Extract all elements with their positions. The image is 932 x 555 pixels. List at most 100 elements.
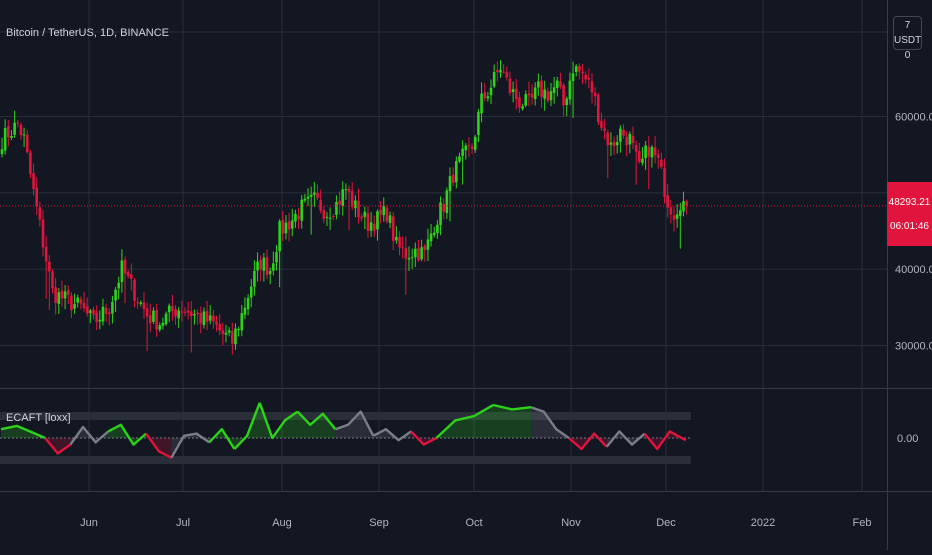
candle-body <box>638 151 641 162</box>
candle-body <box>29 152 32 175</box>
candle-body <box>205 311 209 322</box>
ecaft-line <box>492 403 532 411</box>
candle-body <box>152 310 155 322</box>
candle-body <box>76 297 80 303</box>
ecaft-line <box>605 430 646 448</box>
candle-body <box>429 233 433 242</box>
candle-body <box>155 310 158 330</box>
candle-body <box>161 322 165 326</box>
x-tick-label[interactable]: Sep <box>369 517 389 529</box>
candle-body <box>221 329 225 334</box>
candle-body <box>344 189 348 191</box>
candle-body <box>663 167 666 197</box>
candle-body <box>357 200 360 218</box>
ecaft-line <box>335 410 375 437</box>
x-tick-label[interactable]: Feb <box>853 517 872 529</box>
candle-body <box>164 313 168 325</box>
candle-body <box>672 215 676 220</box>
y-tick-label: 60000.00 <box>895 112 932 124</box>
candle-body <box>382 206 386 216</box>
candle-body <box>527 93 531 96</box>
candle-body <box>477 111 480 135</box>
candle-body <box>224 332 228 335</box>
candle-body <box>171 305 174 311</box>
candle-body <box>559 81 562 87</box>
candle-body <box>7 126 10 138</box>
candle-body <box>183 311 187 313</box>
candle-body <box>303 198 307 201</box>
candle-body <box>347 188 351 192</box>
candle-body <box>619 128 622 142</box>
candle-body <box>287 221 291 230</box>
candle-body <box>666 195 670 208</box>
candle-body <box>432 232 436 236</box>
candle-body <box>117 282 121 289</box>
candle-body <box>442 204 445 212</box>
candle-body <box>647 146 651 157</box>
currency-unit-button[interactable]: 7 USDT 0 <box>893 16 922 61</box>
candle-body <box>319 199 322 211</box>
candle-body <box>22 134 26 136</box>
ecaft-area <box>493 405 532 438</box>
candle-body <box>537 81 540 88</box>
x-tick-label[interactable]: 2022 <box>751 517 775 529</box>
candle-body <box>514 88 518 99</box>
candle-body <box>95 312 98 323</box>
indicator-title[interactable]: ECAFT [loxx] <box>6 412 71 424</box>
candle-body <box>439 202 442 226</box>
ecaft-line <box>258 402 299 440</box>
ecaft-line <box>296 410 337 430</box>
candle-body <box>145 308 149 317</box>
candle-body <box>650 146 654 158</box>
ecaft-line <box>44 437 72 455</box>
candle-body <box>335 201 338 215</box>
candle-body <box>644 145 647 159</box>
candle-body <box>325 216 329 218</box>
candle-body <box>290 220 294 229</box>
x-tick-label[interactable]: Oct <box>465 517 482 529</box>
candle-body <box>249 286 253 298</box>
candle-body <box>322 210 326 219</box>
candle-body <box>366 213 370 231</box>
candle-body <box>407 258 411 260</box>
candle-body <box>521 106 524 109</box>
ecaft-line <box>170 432 210 459</box>
candle-body <box>398 236 401 248</box>
x-tick-label[interactable]: Jun <box>80 517 98 529</box>
candle-body <box>120 260 124 282</box>
candle-body <box>92 309 95 315</box>
candle-body <box>104 307 108 314</box>
x-tick-label[interactable]: Jul <box>176 517 190 529</box>
x-tick-label[interactable]: Nov <box>561 517 581 529</box>
x-tick-label[interactable]: Dec <box>656 517 676 529</box>
candle-body <box>354 200 357 209</box>
candle-body <box>114 289 117 301</box>
candle-body <box>85 306 89 314</box>
candle-body <box>420 247 423 260</box>
candle-body <box>281 219 285 234</box>
ecaft-line <box>568 432 608 451</box>
ecaft-area <box>531 407 569 438</box>
candle-body <box>571 73 575 81</box>
candle-body <box>234 328 237 345</box>
candle-body <box>38 207 42 220</box>
candle-body <box>82 302 86 309</box>
candle-body <box>243 307 247 315</box>
candle-body <box>66 289 70 296</box>
candle-body <box>35 187 39 207</box>
candle-body <box>25 134 29 153</box>
candle-body <box>615 142 619 146</box>
candle-body <box>79 299 83 304</box>
x-tick-label[interactable]: Aug <box>272 517 292 529</box>
candle-body <box>499 69 502 73</box>
candle-body <box>199 313 203 324</box>
candle-body <box>417 248 420 261</box>
candle-body <box>3 127 7 151</box>
candle-body <box>167 305 171 313</box>
y-tick-label: 30000.00 <box>895 341 932 353</box>
candle-body <box>414 248 417 258</box>
ecaft-line <box>530 406 570 439</box>
candle-body <box>612 141 616 147</box>
